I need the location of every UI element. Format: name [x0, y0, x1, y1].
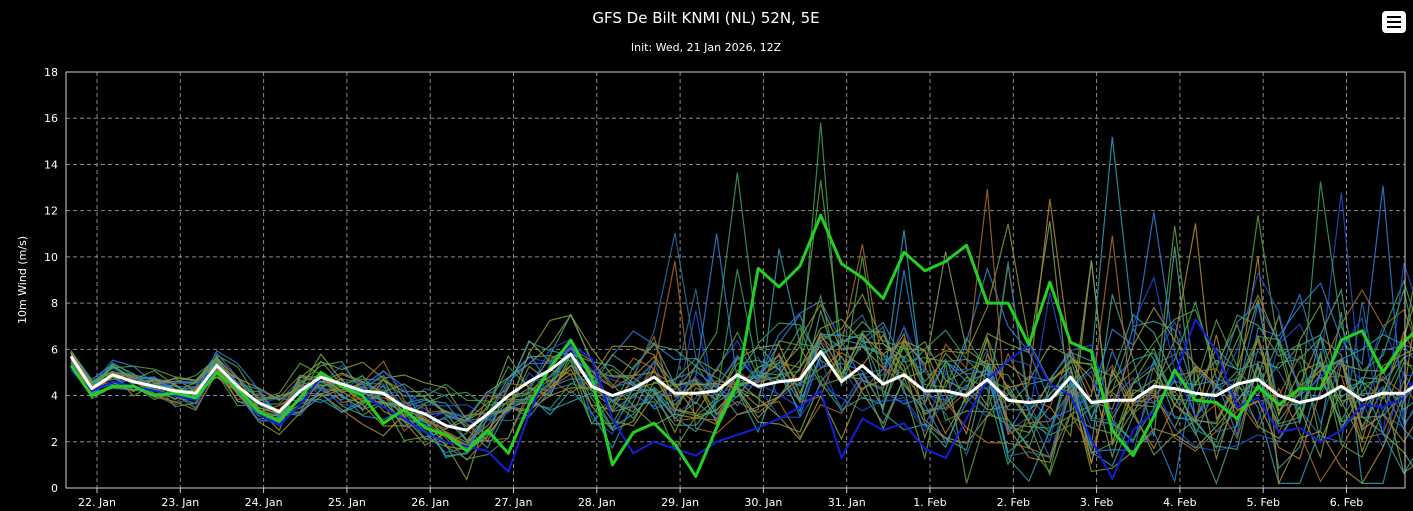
x-tick-label: 24. Jan — [245, 496, 283, 509]
green-series-line — [69, 213, 1413, 478]
x-tick-label: 31. Jan — [828, 496, 866, 509]
y-tick-label: 0 — [51, 482, 58, 495]
x-tick-label: 22. Jan — [78, 496, 116, 509]
highlighted-series-lines — [69, 213, 1413, 480]
x-tick-label: 1. Feb — [913, 496, 946, 509]
y-tick-label: 14 — [44, 158, 58, 171]
x-axis-ticks: 22. Jan 23. Jan 24. Jan 25. Jan 26. Jan 27. J… — [78, 488, 1363, 509]
chart-subtitle: Init: Wed, 21 Jan 2026, 12Z — [631, 41, 782, 54]
y-tick-label: 12 — [44, 205, 58, 218]
hamburger-menu-icon[interactable] — [1382, 11, 1406, 33]
y-axis-label: 10m Wind (m/s) — [16, 236, 29, 324]
ensemble-member-line — [70, 181, 1413, 467]
y-tick-label: 2 — [51, 436, 58, 449]
y-tick-label: 8 — [51, 297, 58, 310]
y-axis-ticks: 0 2 4 6 8 10 12 14 16 18 — [44, 66, 58, 495]
y-tick-label: 18 — [44, 66, 58, 79]
ensemble-member-line — [70, 223, 1413, 462]
x-tick-label: 23. Jan — [161, 496, 199, 509]
x-tick-label: 5. Feb — [1246, 496, 1279, 509]
ensemble-member-line — [70, 251, 1413, 460]
x-tick-label: 28. Jan — [578, 496, 616, 509]
x-tick-label: 25. Jan — [328, 496, 366, 509]
plot-area-border — [65, 71, 1406, 489]
x-tick-label: 6. Feb — [1330, 496, 1363, 509]
x-tick-label: 2. Feb — [997, 496, 1030, 509]
y-tick-label: 16 — [44, 112, 58, 125]
x-tick-label: 4. Feb — [1163, 496, 1196, 509]
white-series-line — [69, 350, 1413, 432]
x-tick-label: 29. Jan — [661, 496, 699, 509]
chart-title: GFS De Bilt KNMI (NL) 52N, 5E — [592, 9, 819, 27]
blue-series-line — [70, 318, 1413, 480]
ensemble-member-line — [70, 180, 1413, 458]
x-tick-label: 26. Jan — [411, 496, 449, 509]
y-tick-label: 10 — [44, 251, 58, 264]
ensemble-member-line — [70, 221, 1413, 468]
y-tick-label: 4 — [51, 390, 58, 403]
x-tick-label: 27. Jan — [495, 496, 533, 509]
x-tick-label: 30. Jan — [744, 496, 782, 509]
y-tick-label: 6 — [51, 343, 58, 356]
x-tick-label: 3. Feb — [1080, 496, 1113, 509]
